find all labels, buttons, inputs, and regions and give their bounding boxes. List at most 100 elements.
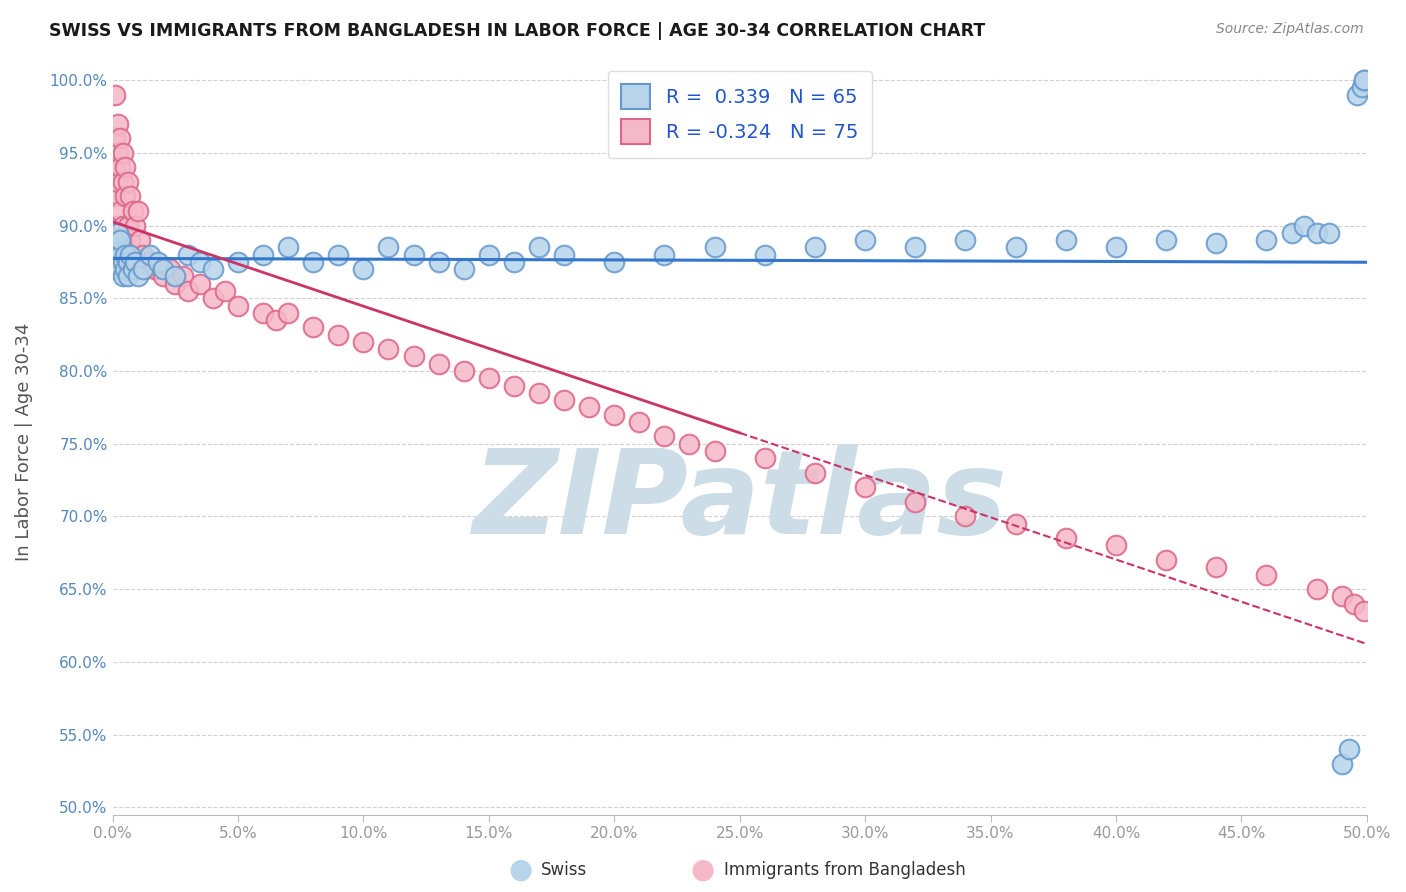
Point: [111, 145, 134, 160]
Point: [603, 408, 626, 422]
Point: [527, 385, 550, 400]
Point: [120, 247, 142, 261]
Point: [1351, 80, 1374, 95]
Point: [1054, 531, 1077, 545]
Point: [804, 466, 827, 480]
Point: [139, 247, 162, 261]
Point: [108, 204, 131, 219]
Point: [904, 240, 927, 254]
Point: [107, 226, 129, 240]
Point: [107, 175, 129, 189]
Point: [165, 269, 187, 284]
Text: ●: ●: [690, 855, 716, 884]
Text: Immigrants from Bangladesh: Immigrants from Bangladesh: [724, 861, 966, 879]
Point: [453, 262, 475, 277]
Point: [1105, 539, 1128, 553]
Point: [108, 247, 131, 261]
Point: [1294, 219, 1316, 233]
Point: [352, 262, 374, 277]
Point: [134, 262, 156, 277]
Point: [328, 247, 350, 261]
Point: [104, 189, 127, 203]
Point: [553, 393, 575, 408]
Point: [188, 277, 211, 291]
Point: [104, 233, 127, 247]
Point: [188, 255, 211, 269]
Point: [264, 313, 287, 327]
Point: [214, 284, 236, 298]
Point: [114, 161, 136, 175]
Point: [131, 247, 153, 261]
Point: [120, 233, 142, 247]
Point: [1317, 226, 1340, 240]
Point: [104, 262, 127, 277]
Point: [127, 247, 149, 261]
Point: [226, 255, 249, 269]
Point: [1004, 240, 1026, 254]
Point: [146, 255, 169, 269]
Legend: R =  0.339   N = 65, R = -0.324   N = 75: R = 0.339 N = 65, R = -0.324 N = 75: [607, 70, 872, 158]
Point: [107, 145, 129, 160]
Point: [453, 364, 475, 378]
Point: [678, 436, 700, 450]
Point: [111, 255, 134, 269]
Point: [107, 117, 129, 131]
Point: [107, 219, 129, 233]
Point: [143, 262, 166, 277]
Point: [121, 204, 143, 219]
Point: [159, 262, 181, 277]
Text: ●: ●: [508, 855, 533, 884]
Point: [139, 255, 162, 269]
Point: [1004, 516, 1026, 531]
Point: [853, 480, 876, 494]
Point: [654, 429, 676, 443]
Point: [127, 204, 149, 219]
Point: [252, 306, 274, 320]
Point: [478, 247, 501, 261]
Y-axis label: In Labor Force | Age 30-34: In Labor Force | Age 30-34: [15, 322, 32, 561]
Point: [127, 269, 149, 284]
Point: [120, 189, 142, 203]
Point: [804, 240, 827, 254]
Point: [402, 350, 425, 364]
Point: [352, 334, 374, 349]
Text: Swiss: Swiss: [541, 861, 588, 879]
Point: [1305, 226, 1327, 240]
Point: [107, 240, 129, 254]
Point: [108, 161, 131, 175]
Point: [108, 262, 131, 277]
Point: [111, 219, 134, 233]
Point: [104, 247, 127, 261]
Point: [117, 255, 139, 269]
Point: [108, 131, 131, 145]
Point: [904, 495, 927, 509]
Point: [114, 262, 136, 277]
Point: [703, 444, 725, 458]
Point: [172, 269, 194, 284]
Point: [226, 299, 249, 313]
Point: [1353, 73, 1375, 87]
Text: SWISS VS IMMIGRANTS FROM BANGLADESH IN LABOR FORCE | AGE 30-34 CORRELATION CHART: SWISS VS IMMIGRANTS FROM BANGLADESH IN L…: [49, 22, 986, 40]
Point: [107, 255, 129, 269]
Point: [703, 240, 725, 254]
Point: [277, 240, 299, 254]
Point: [114, 247, 136, 261]
Point: [402, 247, 425, 261]
Point: [654, 247, 676, 261]
Point: [1205, 560, 1227, 574]
Text: ZIPatlas: ZIPatlas: [472, 443, 1007, 558]
Point: [117, 269, 139, 284]
Point: [177, 284, 200, 298]
Point: [377, 240, 399, 254]
Point: [121, 247, 143, 261]
Point: [252, 247, 274, 261]
Point: [152, 269, 174, 284]
Point: [955, 509, 977, 524]
Point: [165, 277, 187, 291]
Point: [578, 401, 600, 415]
Point: [754, 451, 776, 466]
Point: [302, 320, 325, 334]
Point: [553, 247, 575, 261]
Point: [201, 291, 224, 305]
Point: [111, 269, 134, 284]
